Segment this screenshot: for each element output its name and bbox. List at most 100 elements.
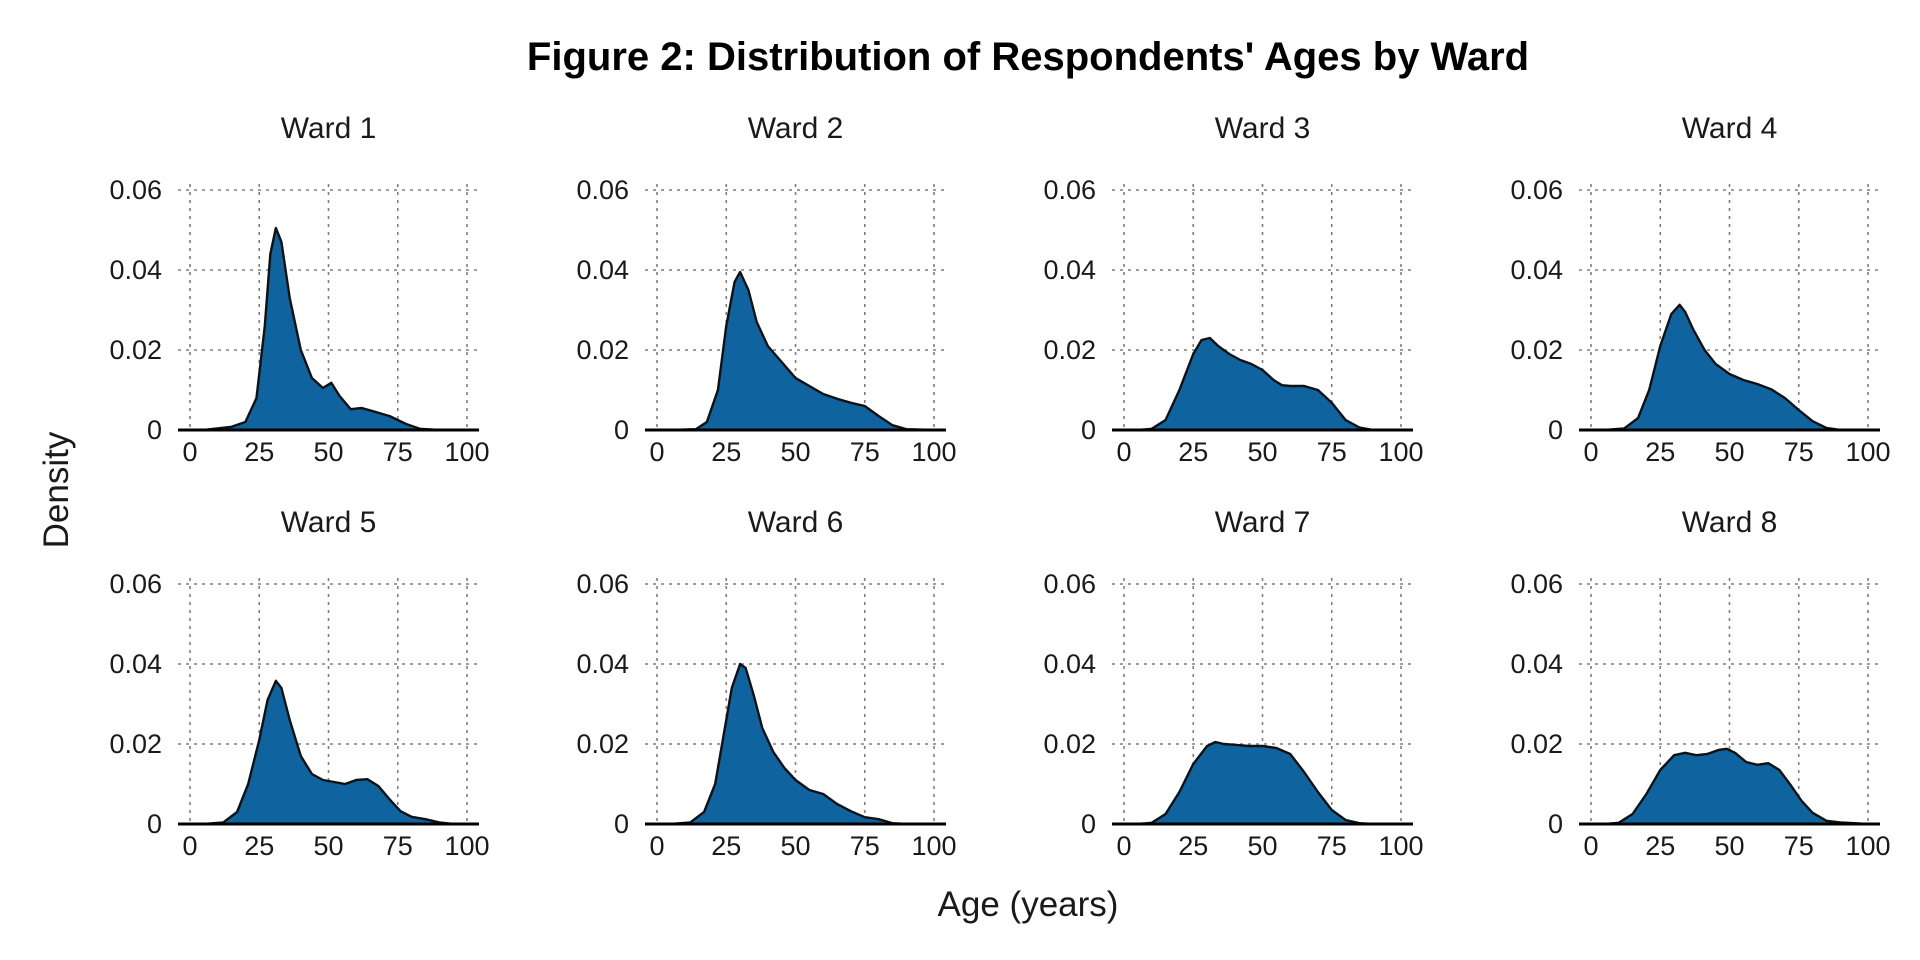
y-tick-label: 0.02 bbox=[109, 729, 162, 759]
x-tick-label: 100 bbox=[911, 437, 956, 467]
y-tick-label: 0.04 bbox=[109, 649, 162, 679]
x-tick-label: 25 bbox=[244, 831, 274, 861]
x-tick-label: 100 bbox=[1378, 831, 1423, 861]
density-area bbox=[669, 662, 936, 826]
y-tick-label: 0.06 bbox=[1043, 569, 1096, 599]
facet-panel: Ward 2 0 25 50 75 100 0 0.02 0.04 0.06 bbox=[576, 112, 956, 467]
facet-title: Ward 4 bbox=[1682, 112, 1778, 145]
chart-title: Figure 2: Distribution of Respondents' A… bbox=[527, 35, 1529, 79]
y-tick-label: 0.02 bbox=[576, 729, 629, 759]
density-area bbox=[202, 679, 469, 826]
x-tick-label: 25 bbox=[1178, 437, 1208, 467]
y-tick-label: 0.04 bbox=[576, 649, 629, 679]
x-tick-label: 50 bbox=[1247, 437, 1277, 467]
facet-title: Ward 8 bbox=[1682, 506, 1778, 539]
x-tick-label: 50 bbox=[313, 831, 343, 861]
y-tick-label: 0.06 bbox=[109, 175, 162, 205]
x-tick-label: 25 bbox=[244, 437, 274, 467]
y-tick-label: 0.04 bbox=[1510, 649, 1563, 679]
x-tick-label: 75 bbox=[1784, 831, 1814, 861]
x-tick-label: 75 bbox=[850, 437, 880, 467]
density-area bbox=[202, 226, 469, 432]
y-tick-label: 0.04 bbox=[109, 255, 162, 285]
x-axis-label: Age (years) bbox=[938, 885, 1119, 924]
x-tick-label: 75 bbox=[1317, 831, 1347, 861]
y-tick-label: 0.06 bbox=[109, 569, 162, 599]
x-tick-label: 25 bbox=[1178, 831, 1208, 861]
y-tick-label: 0 bbox=[1548, 415, 1563, 445]
x-tick-label: 0 bbox=[182, 831, 197, 861]
x-tick-label: 25 bbox=[1645, 437, 1675, 467]
x-tick-label: 50 bbox=[313, 437, 343, 467]
x-tick-label: 50 bbox=[780, 831, 810, 861]
y-axis-label: Density bbox=[37, 431, 76, 548]
y-tick-label: 0 bbox=[614, 809, 629, 839]
x-tick-label: 75 bbox=[383, 831, 413, 861]
facet-title: Ward 1 bbox=[281, 112, 377, 145]
density-area bbox=[1136, 740, 1403, 826]
y-tick-label: 0 bbox=[1081, 415, 1096, 445]
density-area bbox=[669, 270, 936, 432]
x-tick-label: 0 bbox=[649, 831, 664, 861]
density-area bbox=[1136, 336, 1403, 432]
x-tick-label: 0 bbox=[1116, 831, 1131, 861]
y-tick-label: 0.02 bbox=[109, 335, 162, 365]
facet-panel: Ward 7 0 25 50 75 100 0 0.02 0.04 0.06 bbox=[1043, 506, 1423, 861]
y-tick-label: 0.02 bbox=[1510, 729, 1563, 759]
facet-panel: Ward 1 0 25 50 75 100 0 0.02 0.04 0.06 bbox=[109, 112, 489, 467]
facet-panel: Ward 5 0 25 50 75 100 0 0.02 0.04 0.06 bbox=[109, 506, 489, 861]
y-tick-label: 0 bbox=[1081, 809, 1096, 839]
y-tick-label: 0 bbox=[614, 415, 629, 445]
y-tick-label: 0.02 bbox=[1043, 335, 1096, 365]
density-area bbox=[1603, 303, 1870, 432]
x-tick-label: 100 bbox=[444, 437, 489, 467]
x-tick-label: 75 bbox=[1317, 437, 1347, 467]
facet-title: Ward 7 bbox=[1215, 506, 1311, 539]
y-tick-label: 0.02 bbox=[576, 335, 629, 365]
x-tick-label: 0 bbox=[1583, 437, 1598, 467]
density-area bbox=[1603, 747, 1870, 826]
x-tick-label: 50 bbox=[1247, 831, 1277, 861]
x-tick-label: 75 bbox=[1784, 437, 1814, 467]
x-tick-label: 100 bbox=[1378, 437, 1423, 467]
x-tick-label: 25 bbox=[711, 437, 741, 467]
x-tick-label: 50 bbox=[1714, 831, 1744, 861]
facet-panel: Ward 4 0 25 50 75 100 0 0.02 0.04 0.06 bbox=[1510, 112, 1890, 467]
facet-panels: Ward 1 0 25 50 75 100 0 0.02 0.04 0.06 Ward 2 0 25 50… bbox=[109, 112, 1890, 861]
y-tick-label: 0.04 bbox=[1510, 255, 1563, 285]
facet-title: Ward 3 bbox=[1215, 112, 1311, 145]
y-tick-label: 0.02 bbox=[1043, 729, 1096, 759]
x-tick-label: 0 bbox=[1583, 831, 1598, 861]
x-tick-label: 75 bbox=[850, 831, 880, 861]
x-tick-label: 50 bbox=[1714, 437, 1744, 467]
x-tick-label: 0 bbox=[649, 437, 664, 467]
x-tick-label: 50 bbox=[780, 437, 810, 467]
x-tick-label: 100 bbox=[444, 831, 489, 861]
facet-title: Ward 5 bbox=[281, 506, 377, 539]
y-tick-label: 0.04 bbox=[1043, 255, 1096, 285]
facet-panel: Ward 3 0 25 50 75 100 0 0.02 0.04 0.06 bbox=[1043, 112, 1423, 467]
facet-panel: Ward 8 0 25 50 75 100 0 0.02 0.04 0.06 bbox=[1510, 506, 1890, 861]
x-tick-label: 100 bbox=[1845, 831, 1890, 861]
y-tick-label: 0.02 bbox=[1510, 335, 1563, 365]
x-tick-label: 100 bbox=[1845, 437, 1890, 467]
facet-panel: Ward 6 0 25 50 75 100 0 0.02 0.04 0.06 bbox=[576, 506, 956, 861]
y-tick-label: 0 bbox=[147, 415, 162, 445]
y-tick-label: 0 bbox=[147, 809, 162, 839]
x-tick-label: 75 bbox=[383, 437, 413, 467]
x-tick-label: 25 bbox=[711, 831, 741, 861]
x-tick-label: 0 bbox=[182, 437, 197, 467]
y-tick-label: 0 bbox=[1548, 809, 1563, 839]
facet-title: Ward 2 bbox=[748, 112, 844, 145]
y-tick-label: 0.06 bbox=[576, 569, 629, 599]
x-tick-label: 0 bbox=[1116, 437, 1131, 467]
y-tick-label: 0.04 bbox=[576, 255, 629, 285]
y-tick-label: 0.06 bbox=[1510, 569, 1563, 599]
y-tick-label: 0.04 bbox=[1043, 649, 1096, 679]
y-tick-label: 0.06 bbox=[576, 175, 629, 205]
y-tick-label: 0.06 bbox=[1043, 175, 1096, 205]
x-tick-label: 25 bbox=[1645, 831, 1675, 861]
y-tick-label: 0.06 bbox=[1510, 175, 1563, 205]
x-tick-label: 100 bbox=[911, 831, 956, 861]
